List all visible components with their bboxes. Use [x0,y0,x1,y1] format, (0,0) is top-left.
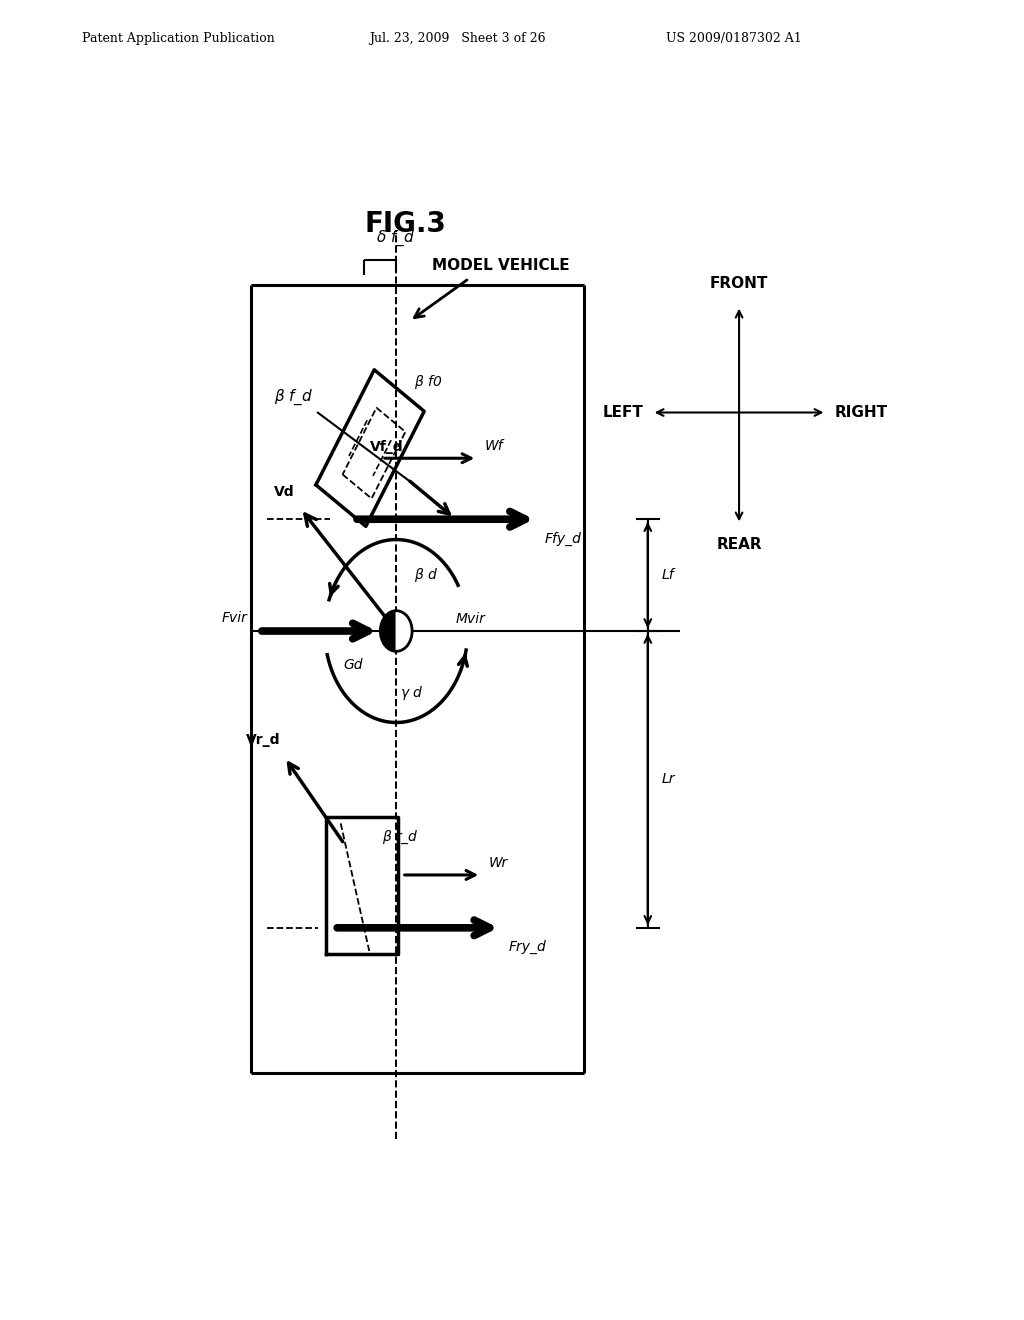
Text: Lr: Lr [663,772,676,787]
Text: REAR: REAR [716,536,762,552]
Text: $\beta$ f0: $\beta$ f0 [414,374,442,391]
Text: Vd: Vd [273,484,295,499]
Circle shape [380,611,412,651]
Text: Vf_d: Vf_d [371,440,403,454]
Text: Gd: Gd [343,657,362,672]
Text: US 2009/0187302 A1: US 2009/0187302 A1 [666,32,802,45]
Text: Patent Application Publication: Patent Application Publication [82,32,274,45]
Text: Jul. 23, 2009   Sheet 3 of 26: Jul. 23, 2009 Sheet 3 of 26 [369,32,545,45]
Text: Fry_d: Fry_d [509,940,547,954]
Text: Vr_d: Vr_d [246,734,281,747]
Text: $\gamma$ d: $\gamma$ d [400,684,424,702]
Text: Ffy_d: Ffy_d [545,532,582,545]
Text: $\beta$ f_d: $\beta$ f_d [273,388,313,407]
Text: FRONT: FRONT [710,276,768,290]
Wedge shape [380,611,396,651]
Text: RIGHT: RIGHT [835,405,888,420]
Text: $\delta$ f_d: $\delta$ f_d [377,228,416,248]
Wedge shape [396,611,412,651]
Text: MODEL VEHICLE: MODEL VEHICLE [432,257,569,273]
Text: FIG.3: FIG.3 [365,210,446,239]
Text: $\beta$ d: $\beta$ d [414,566,438,585]
Text: LEFT: LEFT [603,405,644,420]
Text: Wr: Wr [489,855,508,870]
Text: Fvir: Fvir [221,611,247,624]
Text: Mvir: Mvir [456,612,485,626]
Text: $\beta$ r_d: $\beta$ r_d [382,829,419,846]
Text: Wf: Wf [485,440,504,453]
Text: Lf: Lf [663,568,675,582]
